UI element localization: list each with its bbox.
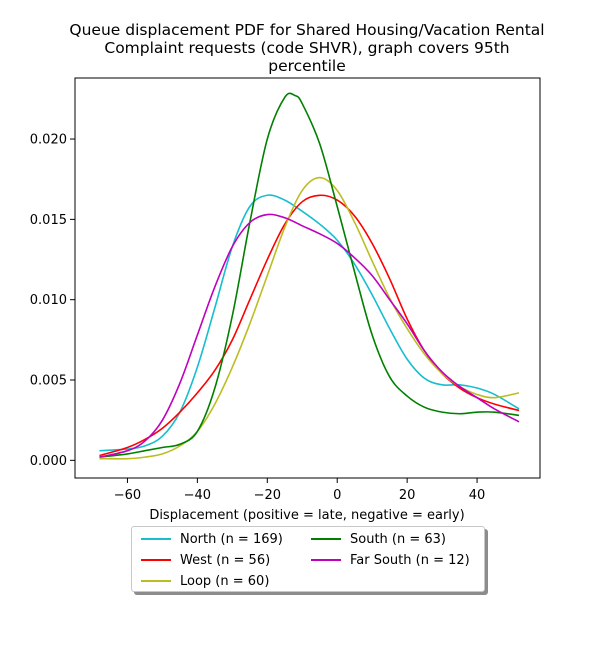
legend-entry: Far South (n = 12) [311,551,470,569]
series-line-3 [99,92,520,458]
legend-label: North (n = 169) [180,531,283,547]
plot-area [74,77,541,479]
legend-entry: South (n = 63) [311,530,446,548]
series-line-2 [99,176,520,460]
y-tick-label: 0.015 [30,213,67,228]
x-axis-label: Displacement (positive = late, negative … [149,508,464,523]
legend-swatch [311,538,341,540]
x-tick-label: −40 [184,488,211,503]
y-tick-label: 0.000 [30,454,67,469]
legend-swatch [311,559,341,561]
title-line-1: Queue displacement PDF for Shared Housin… [69,21,544,39]
x-tick-label: 0 [333,488,341,503]
legend-swatch [141,538,171,540]
title-line-3: percentile [268,57,346,75]
x-axis: −60 −40 −20 0 20 40 [114,478,486,503]
legend-label: Far South (n = 12) [350,552,470,568]
x-tick-label: 40 [469,488,486,503]
legend-swatch [141,559,171,561]
x-tick-label: −60 [114,488,141,503]
y-tick-label: 0.020 [30,133,67,148]
title-line-2: Complaint requests (code SHVR), graph co… [104,39,509,57]
series-line-4 [99,213,520,458]
chart-title: Queue displacement PDF for Shared Housin… [69,21,544,75]
series-layer [99,92,520,460]
y-tick-label: 0.005 [30,374,67,389]
legend-label: West (n = 56) [180,552,271,568]
legend-label: Loop (n = 60) [180,573,270,589]
y-tick-label: 0.010 [30,293,67,308]
legend-entry: West (n = 56) [141,551,270,569]
y-axis: 0.000 0.005 0.010 0.015 0.020 [30,133,75,469]
series-line-0 [99,194,520,452]
legend-swatch [141,580,171,582]
series-line-1 [99,194,520,457]
x-tick-label: −20 [254,488,281,503]
legend: North (n = 169) West (n = 56) Loop (n = 60… [131,526,485,592]
x-tick-label: 20 [399,488,416,503]
legend-entry: North (n = 169) [141,530,283,548]
legend-entry: Loop (n = 60) [141,572,269,590]
legend-label: South (n = 63) [350,531,446,547]
